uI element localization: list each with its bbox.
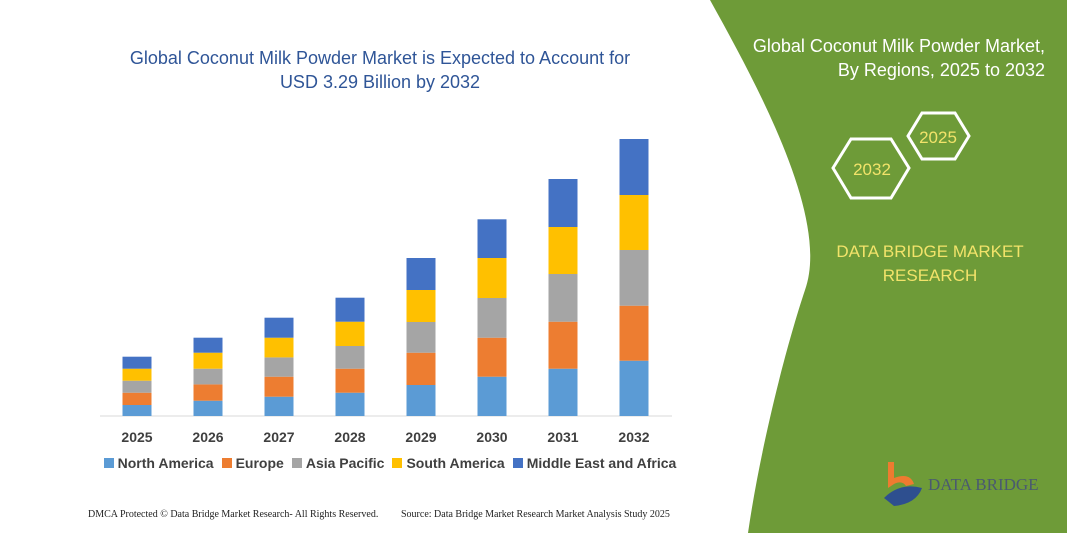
bar-segment-2028-asia-pacific [335,346,365,369]
bar-segment-2031-europe [548,321,578,369]
hexagon-2025 [906,111,971,161]
side-title-line-1: Global Coconut Milk Powder Market, [752,36,1045,56]
bar-segment-2030-europe [477,337,507,377]
legend-label: Asia Pacific [305,455,385,471]
bar-segment-2027-europe [264,376,294,397]
bar-segment-2026-south-america [193,352,223,369]
legend-swatch [291,458,302,468]
side-title-line-2: By Regions, 2025 to 2032 [837,60,1045,80]
copyright-note: DMCA Protected © Data Bridge Market Rese… [88,509,379,520]
logo-text: DATA BRIDGE [928,475,1039,494]
bar-segment-2028-europe [335,368,365,393]
title-line-2: USD 3.29 Billion by 2032 [279,72,481,92]
bar-segment-2029-north-america [406,385,436,416]
legend: North America Europe Asia Pacific South Ame… [100,455,680,471]
legend-label: Europe [235,455,284,471]
bar-segment-2027-north-america [264,396,294,416]
bar-segment-2030-asia-pacific [477,298,507,338]
data-bridge-logo-icon [884,462,922,506]
hexagon-2032 [831,137,911,200]
bar-segment-2032-middle-east-and-africa [619,139,649,195]
bar-segment-2029-europe [406,352,436,385]
title-line-1: Global Coconut Milk Powder Market is Exp… [129,48,631,68]
x-tick-label: 2032 [618,429,649,445]
x-tick-label: 2027 [263,429,294,445]
hex-label-2032: 2032 [853,160,891,179]
bar-segment-2032-south-america [619,195,649,250]
x-tick-label: 2029 [405,429,436,445]
bar-segment-2027-middle-east-and-africa [264,317,294,338]
chart-title: Global Coconut Milk Powder Market is Exp… [100,46,660,94]
x-tick-label: 2026 [192,429,223,445]
x-tick-label: 2028 [334,429,365,445]
x-tick-label: 2030 [476,429,507,445]
legend-swatch [103,458,114,468]
bar-segment-2032-asia-pacific [619,250,649,306]
legend-label: Middle East and Africa [526,455,677,471]
bar-segment-2031-north-america [548,368,578,416]
legend-swatch [392,458,403,468]
bar-segment-2032-north-america [619,360,649,416]
bar-segment-2031-middle-east-and-africa [548,179,578,227]
stacked-bar-chart: 2025 2026 2027 2028 2029 2030 2031 2032 [100,139,672,445]
legend-item: Europe [221,455,284,471]
bar-segment-2028-middle-east-and-africa [335,297,365,322]
bar-segment-2031-south-america [548,227,578,274]
x-tick-label: 2025 [121,429,152,445]
x-tick-label: 2031 [547,429,578,445]
bar-segment-2029-asia-pacific [406,322,436,353]
bar-segment-2032-europe [619,305,649,361]
bar-segment-2026-north-america [193,400,223,416]
bar-segment-2025-middle-east-and-africa [122,356,152,369]
side-panel-title: Global Coconut Milk Powder Market, By Re… [753,34,1045,82]
bar-segment-2026-asia-pacific [193,368,223,385]
legend-item: Asia Pacific [291,455,385,471]
legend-item: South America [392,455,505,471]
legend-swatch [221,458,232,468]
brand-line-2: RESEARCH [882,266,978,285]
bar-segment-2031-asia-pacific [548,274,578,322]
legend-swatch [512,458,523,468]
bar-segment-2030-south-america [477,258,507,298]
bar-segment-2025-europe [122,392,152,405]
legend-item: North America [103,455,214,471]
bar-segment-2026-middle-east-and-africa [193,337,223,353]
brand-text: DATA BRIDGE MARKET RESEARCH [780,240,1067,288]
legend-label: South America [406,455,505,471]
bar-segment-2028-south-america [335,321,365,346]
bar-segment-2028-north-america [335,392,365,416]
bar-segment-2026-europe [193,384,223,401]
legend-item: Middle East and Africa [512,455,677,471]
bar-segment-2027-asia-pacific [264,357,294,377]
bar-segment-2027-south-america [264,337,294,358]
brand-line-1: DATA BRIDGE MARKET [836,242,1024,261]
bar-segment-2025-asia-pacific [122,380,152,393]
year-hexagons: 2025 2032 [831,111,971,200]
bar-segment-2025-south-america [122,368,152,381]
bar-segment-2029-middle-east-and-africa [406,258,436,290]
bar-segment-2030-north-america [477,376,507,416]
source-note: Source: Data Bridge Market Research Mark… [401,509,670,520]
bar-segment-2030-middle-east-and-africa [477,219,507,258]
hex-label-2025: 2025 [919,128,957,147]
bar-segment-2029-south-america [406,290,436,322]
legend-label: North America [117,455,214,471]
bar-segment-2025-north-america [122,405,152,416]
